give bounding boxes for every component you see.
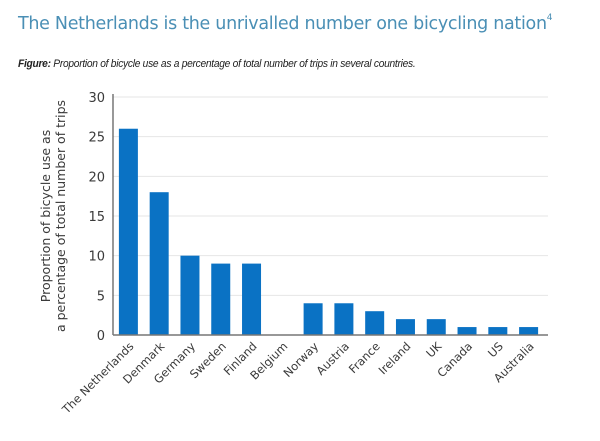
- y-tick-label: 20: [88, 170, 105, 185]
- bar: [211, 263, 231, 335]
- bar: [519, 327, 539, 335]
- bar: [303, 303, 323, 335]
- y-axis-label-line: Proportion of bicycle use as: [38, 130, 53, 302]
- caption-text: Proportion of bicycle use as a percentag…: [53, 58, 416, 70]
- caption-label: Figure:: [18, 58, 51, 70]
- bar: [488, 327, 508, 335]
- bar: [457, 327, 477, 335]
- y-axis-label-line: a percentage of total number of trips: [53, 100, 68, 332]
- bar: [149, 192, 169, 335]
- x-tick-label: Austria: [313, 339, 352, 378]
- y-tick-label: 30: [88, 91, 105, 106]
- axes: [112, 94, 548, 336]
- y-tick-labels: 0 5 10 15 20 25 30: [88, 91, 105, 344]
- figure-caption: Figure: Proportion of bicycle use as a p…: [18, 58, 416, 70]
- title-text: The Netherlands is the unrivalled number…: [18, 14, 547, 34]
- y-tick-label: 0: [97, 329, 105, 344]
- page-title: The Netherlands is the unrivalled number…: [18, 13, 553, 34]
- x-tick-label: Norway: [280, 339, 321, 380]
- gridlines: [113, 96, 548, 296]
- y-tick-label: 25: [88, 131, 105, 146]
- y-tick-label: 15: [88, 210, 105, 225]
- bar: [118, 128, 138, 335]
- footnote-marker: 4: [546, 13, 553, 23]
- bar: [334, 303, 354, 335]
- x-tick-labels: The NetherlandsDenmarkGermanySwedenFinla…: [59, 339, 537, 417]
- bar: [242, 263, 262, 335]
- bar: [180, 255, 200, 335]
- bars: [118, 128, 539, 335]
- y-axis-label: Proportion of bicycle use as a percentage…: [38, 100, 68, 332]
- x-tick-label: Ireland: [376, 339, 414, 377]
- x-tick-label: UK: [423, 339, 445, 361]
- bar: [395, 319, 415, 335]
- x-tick-label: France: [346, 339, 383, 376]
- y-tick-label: 10: [88, 250, 105, 265]
- y-tick-label: 5: [97, 289, 105, 304]
- bar: [365, 311, 385, 335]
- x-tick-label: US: [485, 339, 506, 360]
- bar: [426, 319, 446, 335]
